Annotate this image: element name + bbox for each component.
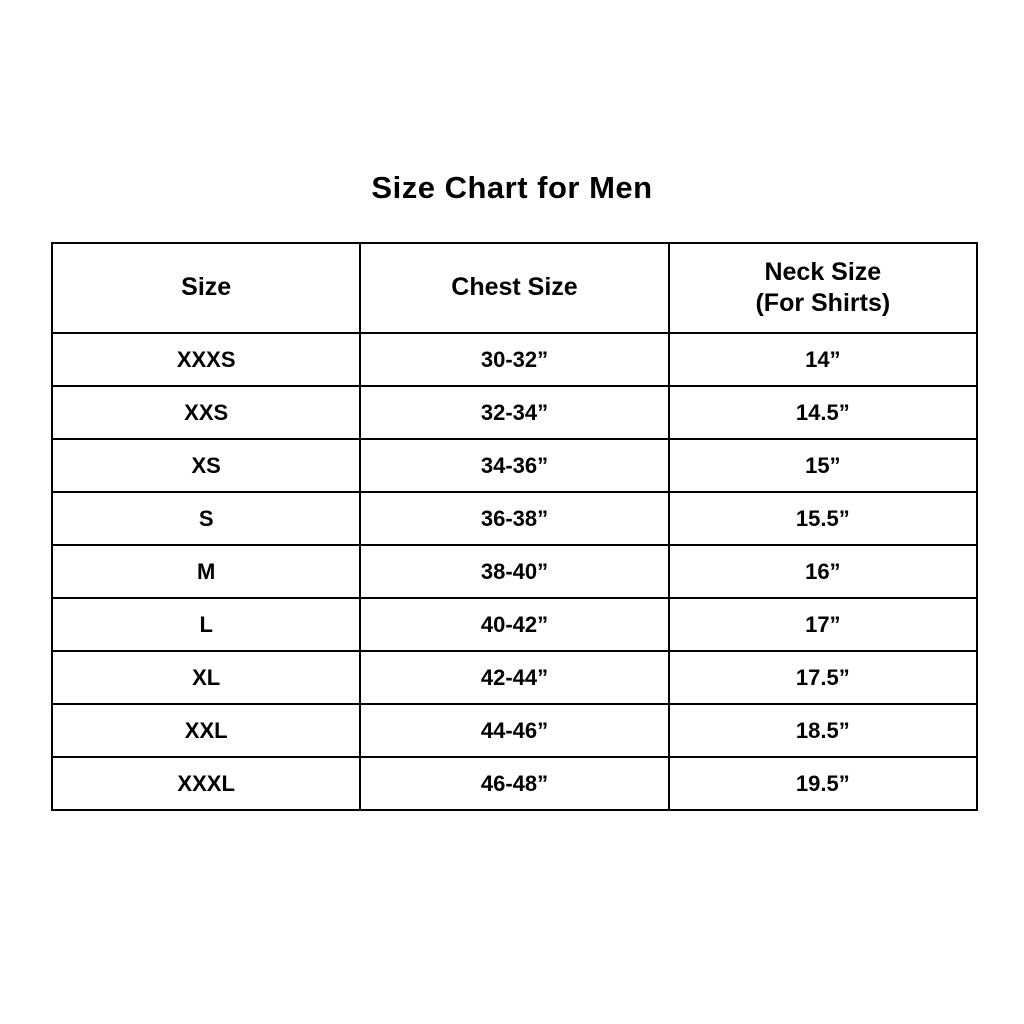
- table-row: XXXS 30-32” 14”: [50, 332, 979, 387]
- table-header: Size Chest Size Neck Size (For Shirts): [50, 242, 979, 334]
- page-title: Size Chart for Men: [371, 170, 653, 205]
- table-row: XXL 44-46” 18.5”: [50, 703, 979, 758]
- cell-chest-size: 46-48”: [359, 756, 670, 811]
- table-row: L 40-42” 17”: [50, 597, 979, 652]
- cell-chest-size: 36-38”: [359, 491, 670, 546]
- cell-size: XXL: [50, 703, 362, 758]
- column-header-chest-size-label: Chest Size: [451, 273, 578, 302]
- cell-neck-size: 17”: [667, 597, 979, 652]
- table-row: XS 34-36” 15”: [50, 438, 979, 493]
- cell-size: XXXS: [50, 332, 362, 387]
- cell-chest-size: 32-34”: [359, 385, 670, 440]
- cell-size: XS: [50, 438, 362, 493]
- column-header-size: Size: [50, 242, 362, 334]
- cell-chest-size: 44-46”: [359, 703, 670, 758]
- cell-neck-size: 17.5”: [667, 650, 979, 705]
- cell-neck-size: 14.5”: [667, 385, 979, 440]
- size-chart-table: Size Chest Size Neck Size (For Shirts) X…: [50, 242, 979, 811]
- column-header-neck-size-sublabel: (For Shirts): [755, 289, 891, 317]
- column-header-neck-size: Neck Size (For Shirts): [667, 242, 979, 334]
- cell-size: XXS: [50, 385, 362, 440]
- cell-neck-size: 15”: [667, 438, 979, 493]
- cell-chest-size: 42-44”: [359, 650, 670, 705]
- cell-neck-size: 15.5”: [667, 491, 979, 546]
- table-row: M 38-40” 16”: [50, 544, 979, 599]
- table-body: XXXS 30-32” 14” XXS 32-34” 14.5” XS 34-3…: [50, 332, 979, 811]
- cell-neck-size: 16”: [667, 544, 979, 599]
- cell-size: S: [50, 491, 362, 546]
- cell-chest-size: 40-42”: [359, 597, 670, 652]
- cell-neck-size: 19.5”: [667, 756, 979, 811]
- table-row: S 36-38” 15.5”: [50, 491, 979, 546]
- table-header-row: Size Chest Size Neck Size (For Shirts): [50, 242, 979, 334]
- column-header-chest-size: Chest Size: [359, 242, 670, 334]
- table-row: XXXL 46-48” 19.5”: [50, 756, 979, 811]
- cell-neck-size: 14”: [667, 332, 979, 387]
- column-header-size-label: Size: [181, 273, 232, 302]
- cell-chest-size: 38-40”: [359, 544, 670, 599]
- cell-neck-size: 18.5”: [667, 703, 979, 758]
- cell-size: XXXL: [50, 756, 362, 811]
- cell-size: XL: [50, 650, 362, 705]
- table-row: XXS 32-34” 14.5”: [50, 385, 979, 440]
- column-header-neck-size-label: Neck Size: [764, 257, 882, 286]
- cell-size: L: [50, 597, 362, 652]
- cell-size: M: [50, 544, 362, 599]
- cell-chest-size: 30-32”: [359, 332, 670, 387]
- cell-chest-size: 34-36”: [359, 438, 670, 493]
- table-row: XL 42-44” 17.5”: [50, 650, 979, 705]
